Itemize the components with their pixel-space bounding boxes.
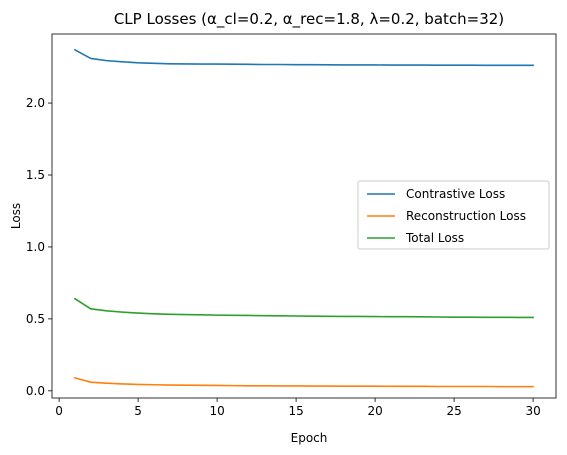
x-tick-label: 0 xyxy=(55,404,63,418)
y-tick-label: 1.5 xyxy=(26,168,45,182)
y-axis-label: Loss xyxy=(9,203,23,229)
legend-label-reconstruction-loss: Reconstruction Loss xyxy=(406,209,526,223)
x-tick-label: 15 xyxy=(288,404,303,418)
y-tick-label: 0.5 xyxy=(26,312,45,326)
x-tick-label: 30 xyxy=(525,404,540,418)
y-tick-label: 0.0 xyxy=(26,384,45,398)
y-tick-label: 1.0 xyxy=(26,240,45,254)
legend: Contrastive Loss Reconstruction Loss Total… xyxy=(358,181,549,249)
x-tick-label: 20 xyxy=(367,404,382,418)
x-tick-label: 25 xyxy=(446,404,461,418)
x-tick-label: 5 xyxy=(134,404,142,418)
chart-title: CLP Losses (α_cl=0.2, α_rec=1.8, λ=0.2, … xyxy=(114,10,504,29)
legend-label-total-loss: Total Loss xyxy=(405,231,464,245)
x-axis-label: Epoch xyxy=(291,431,328,445)
x-tick-label: 10 xyxy=(209,404,224,418)
legend-label-contrastive-loss: Contrastive Loss xyxy=(406,187,505,201)
y-tick-label: 2.0 xyxy=(26,96,45,110)
